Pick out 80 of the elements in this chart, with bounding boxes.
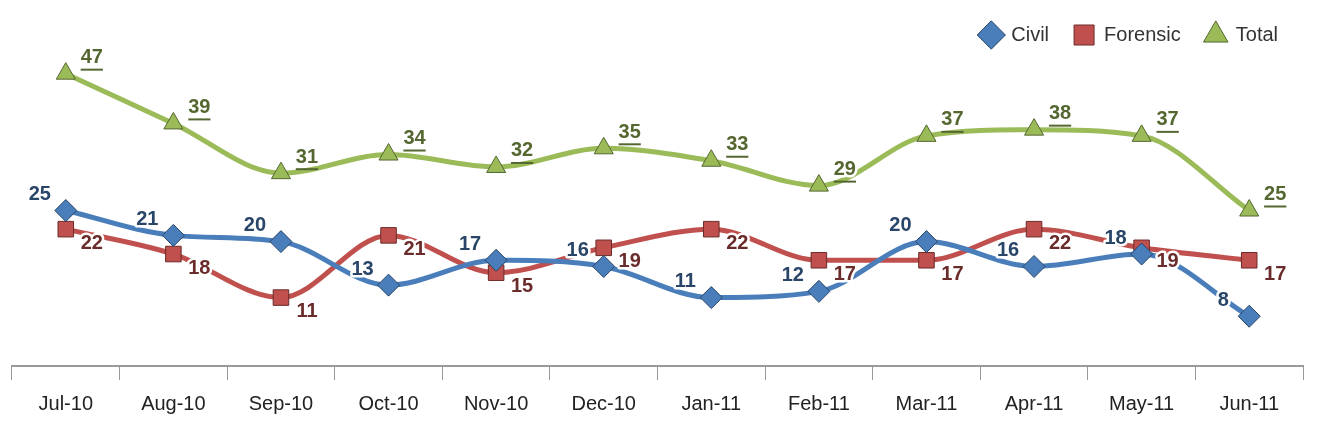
point xyxy=(1025,220,1043,238)
data-label: 21 xyxy=(403,236,426,259)
x-tick-label: Apr-11 xyxy=(1004,391,1064,414)
legend-label: Total xyxy=(1235,22,1278,45)
data-label: 33 xyxy=(726,132,749,155)
data-label: 34 xyxy=(403,126,427,149)
data-label: 47 xyxy=(80,45,103,68)
data-label: 19 xyxy=(618,249,641,272)
point xyxy=(54,199,78,222)
data-label: 39 xyxy=(188,94,211,117)
point xyxy=(595,239,612,257)
point xyxy=(163,111,184,130)
point xyxy=(592,254,616,278)
data-label: 20 xyxy=(889,213,912,236)
data-label: 25 xyxy=(28,182,51,205)
point xyxy=(55,62,76,80)
point xyxy=(701,149,722,167)
data-label: 17 xyxy=(459,231,482,254)
data-label: 37 xyxy=(1156,107,1179,130)
point xyxy=(377,273,401,297)
data-label: 11 xyxy=(296,299,318,322)
x-tick-label: Feb-11 xyxy=(787,391,850,414)
point xyxy=(593,136,614,155)
data-label: 17 xyxy=(1264,261,1287,284)
data-label: 35 xyxy=(618,119,641,142)
point xyxy=(703,220,720,238)
data-label: 15 xyxy=(511,274,534,297)
point xyxy=(1022,254,1046,278)
data-label: 22 xyxy=(1048,230,1072,253)
point xyxy=(808,174,829,192)
data-label: 22 xyxy=(80,230,103,253)
x-tick-label: Jul-10 xyxy=(38,391,94,414)
data-label: 22 xyxy=(726,230,749,253)
x-tick-label: Jun-11 xyxy=(1219,391,1280,414)
data-label: 31 xyxy=(295,144,319,167)
point xyxy=(1131,124,1152,142)
data-label: 29 xyxy=(833,157,856,180)
point xyxy=(918,251,935,269)
data-label: 11 xyxy=(674,269,696,292)
point xyxy=(1239,199,1260,217)
point xyxy=(1024,118,1045,136)
legend-label: Civil xyxy=(1011,22,1050,45)
data-label: 20 xyxy=(243,213,267,236)
point xyxy=(807,279,831,303)
point xyxy=(1237,304,1261,328)
x-tick-label: Mar-11 xyxy=(895,391,958,414)
x-tick-label: Dec-10 xyxy=(571,391,636,414)
data-label: 32 xyxy=(511,138,534,161)
data-label: 16 xyxy=(996,238,1020,260)
point xyxy=(57,220,75,238)
point xyxy=(1240,251,1258,269)
data-label: 37 xyxy=(941,107,964,130)
point xyxy=(165,245,182,263)
point xyxy=(378,143,399,161)
point xyxy=(270,161,291,180)
x-tick-label: Sep-10 xyxy=(248,391,314,414)
x-tick-label: Aug-10 xyxy=(141,391,206,414)
point xyxy=(916,124,937,142)
data-label: 21 xyxy=(136,206,159,229)
x-tick-label: Jan-11 xyxy=(681,391,742,414)
point xyxy=(486,155,507,173)
point xyxy=(914,230,938,254)
data-label: 12 xyxy=(781,262,804,285)
point xyxy=(380,227,397,244)
point xyxy=(161,223,185,247)
point xyxy=(484,248,508,272)
data-label: 17 xyxy=(941,261,964,284)
point xyxy=(1130,242,1154,266)
point xyxy=(272,289,290,306)
data-label: 13 xyxy=(351,256,374,279)
data-label: 17 xyxy=(833,261,856,284)
point xyxy=(699,286,723,310)
point xyxy=(810,251,828,269)
x-tick-label: Nov-10 xyxy=(463,391,529,414)
x-tick-label: Oct-10 xyxy=(358,391,419,414)
data-label: 25 xyxy=(1264,182,1287,205)
x-tick-label: May-11 xyxy=(1109,391,1175,414)
legend-label: Forensic xyxy=(1104,22,1181,45)
data-label: 38 xyxy=(1048,101,1072,124)
point xyxy=(269,230,293,254)
